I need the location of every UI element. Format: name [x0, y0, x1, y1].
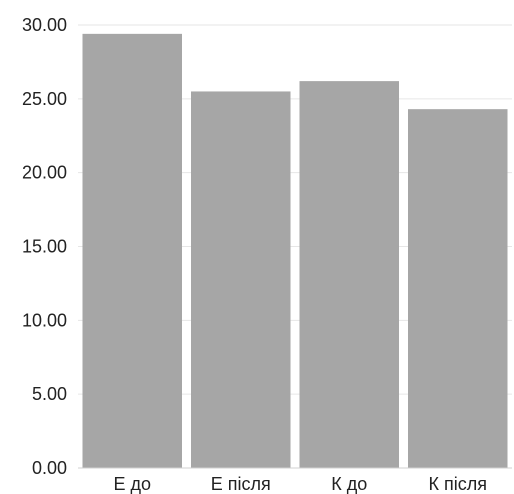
x-tick-label: К після: [429, 474, 487, 494]
bar: [408, 109, 508, 469]
bar: [191, 91, 291, 468]
bar: [299, 81, 399, 468]
y-tick-label: 30.00: [22, 15, 67, 35]
y-tick-label: 5.00: [32, 384, 67, 404]
y-tick-label: 25.00: [22, 89, 67, 109]
y-tick-label: 0.00: [32, 458, 67, 478]
x-tick-label: Е після: [211, 474, 271, 494]
x-tick-label: Е до: [113, 474, 151, 494]
y-axis-tick-labels: 0.00 5.00 10.00 15.00 20.00 25.00 30.00: [22, 15, 67, 478]
bar: [82, 33, 182, 469]
x-axis-tick-labels: Е до Е після К до К після: [113, 474, 487, 494]
x-tick-label: К до: [331, 474, 367, 494]
y-tick-label: 10.00: [22, 310, 67, 330]
y-tick-label: 20.00: [22, 163, 67, 183]
y-tick-label: 15.00: [22, 237, 67, 257]
bars: [82, 33, 508, 469]
